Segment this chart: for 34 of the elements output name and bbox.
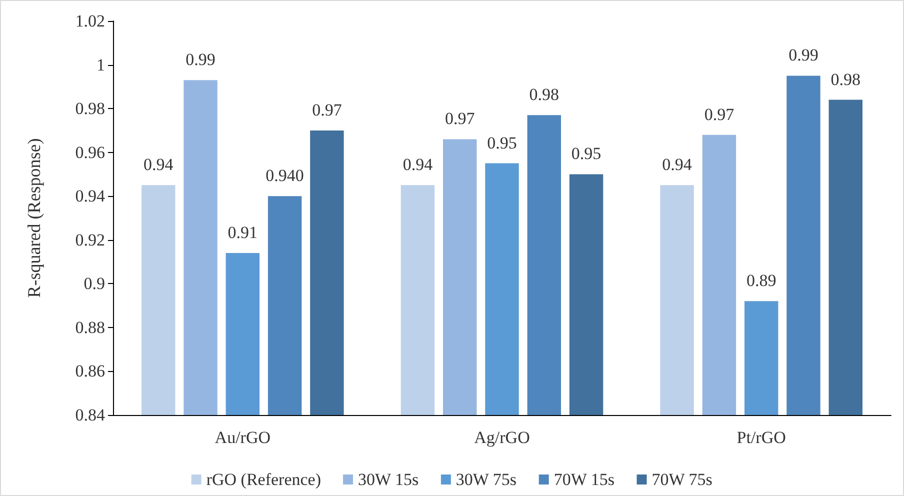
data-label: 0.99 (788, 46, 818, 65)
data-label: 0.91 (228, 223, 258, 242)
legend-label: rGO (Reference) (206, 470, 322, 489)
data-label: 0.98 (830, 70, 860, 89)
x-tick-label: Ag/rGO (474, 428, 530, 447)
data-label: 0.94 (402, 155, 434, 174)
data-label: 0.95 (487, 133, 517, 152)
y-tick-label: 0.9 (84, 274, 105, 294)
y-tick-label: 0.92 (75, 230, 105, 250)
data-label: 0.94 (144, 155, 174, 174)
y-tick-label: 1 (96, 55, 105, 74)
x-tick-label: Au/rGO (214, 428, 271, 447)
y-tick-label: 0.88 (75, 318, 105, 337)
data-label: 0.89 (746, 271, 776, 290)
y-tick-label: 0.98 (75, 99, 105, 118)
data-label: 0.98 (529, 85, 560, 104)
data-label: 0.97 (704, 104, 735, 124)
legend-label: 70W 15s (554, 470, 614, 489)
data-label: 0.95 (571, 144, 602, 164)
y-axis-title: R-squared (Response) (24, 138, 44, 298)
legend-label: 30W 15s (358, 470, 419, 489)
y-tick-label: 0.96 (75, 142, 105, 162)
data-label: 0.99 (186, 50, 216, 70)
x-tick-label: Pt/rGO (736, 428, 786, 447)
data-label: 0.940 (266, 166, 304, 186)
legend-label: 30W 75s (456, 470, 517, 489)
legend-label: 70W 75s (652, 470, 712, 489)
y-tick-label: 0.94 (75, 186, 106, 206)
y-tick-label: 1.02 (75, 12, 105, 30)
y-tick-label: 0.86 (75, 362, 105, 381)
data-label: 0.97 (444, 109, 476, 128)
y-tick-label: 0.84 (75, 406, 106, 424)
data-label: 0.94 (662, 155, 692, 174)
data-label: 0.97 (312, 100, 342, 120)
